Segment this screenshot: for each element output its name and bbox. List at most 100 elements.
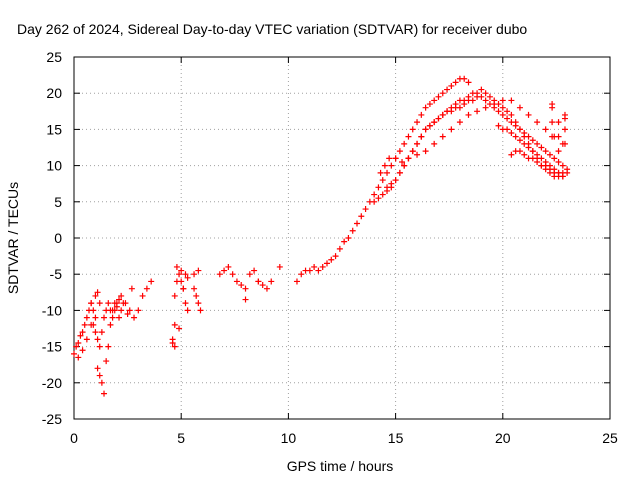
data-point	[242, 296, 249, 303]
data-point	[431, 140, 438, 147]
data-point	[242, 285, 249, 292]
data-point	[525, 111, 532, 118]
data-point	[546, 166, 553, 173]
data-point	[109, 307, 116, 314]
data-point	[341, 238, 348, 245]
data-point	[555, 119, 562, 126]
data-point	[564, 169, 571, 176]
data-points	[71, 75, 571, 397]
data-point	[81, 321, 88, 328]
data-point	[512, 133, 519, 140]
data-point	[439, 133, 446, 140]
data-point	[499, 97, 506, 104]
data-point	[495, 108, 502, 115]
data-point	[345, 235, 352, 241]
data-point	[561, 115, 568, 122]
data-point	[551, 155, 558, 162]
data-point	[371, 191, 378, 198]
data-point	[542, 162, 549, 169]
data-point	[233, 278, 240, 285]
data-point	[94, 336, 101, 343]
data-point	[478, 86, 485, 93]
data-point	[238, 282, 245, 289]
data-point	[323, 260, 330, 267]
data-point	[426, 122, 433, 129]
y-tick-label: 15	[46, 121, 62, 137]
data-point	[111, 300, 118, 307]
x-tick-label: 5	[177, 430, 185, 446]
data-point	[362, 206, 369, 213]
data-point	[79, 347, 86, 354]
data-point	[549, 119, 556, 126]
data-point	[448, 108, 455, 115]
data-point	[191, 271, 198, 278]
data-point	[482, 104, 489, 111]
data-point	[126, 307, 133, 314]
data-point	[521, 151, 528, 158]
data-point	[178, 278, 185, 285]
data-point	[534, 151, 541, 158]
data-point	[482, 97, 489, 104]
data-point	[71, 350, 77, 357]
data-point	[109, 314, 116, 321]
data-point	[182, 300, 189, 307]
data-point	[405, 133, 412, 140]
data-point	[422, 104, 429, 111]
data-point	[118, 307, 125, 314]
data-point	[195, 267, 202, 274]
data-point	[392, 177, 399, 184]
data-point	[90, 307, 97, 314]
data-point	[409, 148, 416, 155]
y-tick-label: -15	[42, 339, 62, 355]
plot-border	[73, 56, 611, 420]
data-point	[259, 282, 266, 289]
data-point	[418, 111, 425, 118]
data-point	[546, 151, 553, 158]
data-point	[555, 158, 562, 165]
data-point	[461, 101, 468, 108]
data-point	[377, 169, 384, 176]
data-point	[124, 311, 131, 318]
x-tick-label: 25	[602, 430, 618, 446]
data-point	[381, 162, 388, 169]
data-point	[184, 307, 191, 314]
data-point	[542, 126, 549, 133]
data-point	[332, 253, 339, 260]
data-point	[263, 285, 270, 292]
data-point	[195, 300, 202, 307]
data-point	[534, 119, 541, 126]
data-point	[178, 267, 185, 274]
data-point	[525, 133, 532, 140]
data-point	[499, 111, 506, 118]
x-tick-labels: 0 5 10 15 20 25	[70, 430, 618, 446]
data-point	[448, 82, 455, 89]
data-point	[319, 263, 326, 270]
data-point	[525, 144, 532, 151]
data-point	[379, 191, 386, 198]
data-point	[561, 140, 568, 147]
data-point	[538, 155, 545, 162]
data-point	[384, 169, 391, 176]
data-point	[516, 148, 523, 155]
data-point	[542, 148, 549, 155]
data-point	[354, 220, 361, 227]
data-point	[83, 336, 90, 343]
data-point	[94, 365, 101, 372]
data-point	[221, 267, 228, 274]
data-point	[439, 111, 446, 118]
data-point	[504, 126, 511, 133]
data-point	[409, 126, 416, 133]
data-point	[465, 111, 472, 118]
x-tick-label: 20	[495, 430, 511, 446]
data-point	[116, 296, 123, 303]
data-point	[349, 227, 356, 234]
data-point	[521, 140, 528, 147]
data-point	[561, 126, 568, 133]
data-point	[431, 119, 438, 126]
y-tick-label: -5	[50, 266, 63, 282]
data-point	[529, 137, 536, 144]
y-tick-label: -20	[42, 375, 62, 391]
data-point	[135, 307, 142, 314]
data-point	[120, 300, 127, 307]
